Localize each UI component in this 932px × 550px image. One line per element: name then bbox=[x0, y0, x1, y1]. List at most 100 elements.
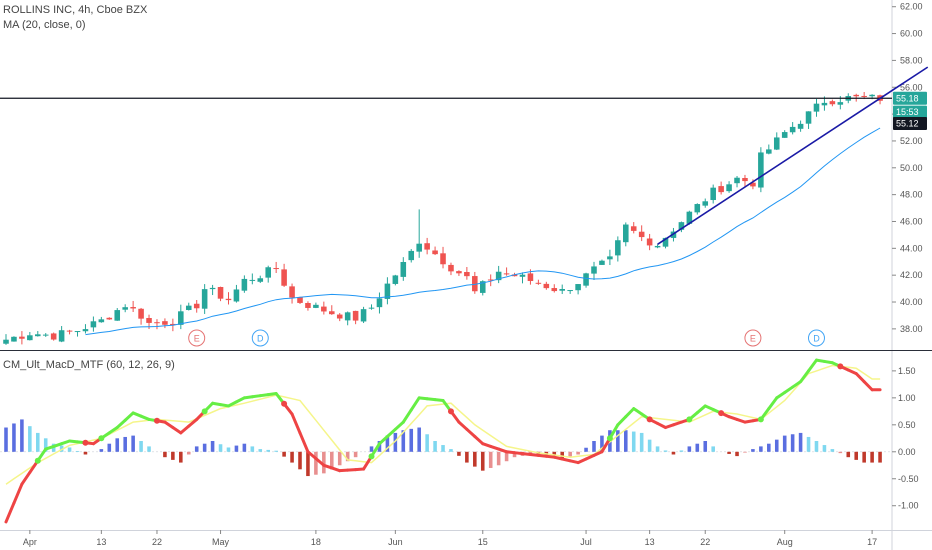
earnings-marker-label: E bbox=[750, 334, 756, 344]
candle-body bbox=[344, 312, 351, 321]
price-tag-label: 15:53 bbox=[896, 107, 919, 117]
macd-segment bbox=[695, 404, 707, 415]
indicator-tick-label: 1.00 bbox=[898, 393, 916, 403]
candle-body bbox=[27, 335, 33, 341]
cross-dot bbox=[201, 408, 208, 415]
candle-body bbox=[654, 245, 661, 248]
macd-segment bbox=[20, 470, 32, 486]
candle-body bbox=[519, 274, 526, 277]
candle-body bbox=[193, 303, 200, 309]
candle-body bbox=[511, 274, 518, 277]
candle-body bbox=[773, 137, 780, 150]
indicator-legend: CM_Ult_MacD_MTF (60, 12, 26, 9) bbox=[3, 358, 175, 373]
price-tick-label: 46.00 bbox=[900, 216, 923, 226]
candle-body bbox=[813, 103, 820, 112]
macd-segment bbox=[791, 380, 803, 389]
macd-line bbox=[4, 358, 882, 524]
indicator-axis: 1.50 1.00 0.50 0.00 -0.50 -1.00 bbox=[892, 366, 919, 511]
macd-segment bbox=[775, 390, 787, 400]
candle-body bbox=[503, 273, 510, 275]
candle-body bbox=[408, 250, 415, 261]
cross-dot bbox=[281, 400, 288, 407]
price-tag-label: 55.18 bbox=[896, 93, 919, 103]
candle-body bbox=[138, 308, 144, 319]
candle-body bbox=[758, 152, 764, 188]
candle-body bbox=[185, 305, 192, 310]
candle-body bbox=[853, 94, 859, 97]
macd-segment bbox=[783, 385, 795, 394]
candle-body bbox=[82, 329, 89, 332]
macd-segment bbox=[187, 417, 199, 428]
candle-body bbox=[726, 184, 732, 192]
candle-body bbox=[3, 339, 9, 344]
macd-segment bbox=[171, 426, 183, 435]
macd-segment bbox=[401, 408, 413, 424]
price-tick-label: 42.00 bbox=[900, 270, 923, 280]
candle-body bbox=[98, 319, 105, 323]
candle-body bbox=[35, 334, 41, 337]
price-tick-label: 48.00 bbox=[900, 190, 923, 200]
candle-body bbox=[225, 298, 232, 301]
candle-body bbox=[543, 283, 550, 289]
time-tick-label: Apr bbox=[23, 537, 37, 547]
time-tick-label: May bbox=[212, 537, 230, 547]
candle-body bbox=[289, 286, 295, 298]
candle-body bbox=[321, 306, 327, 312]
macd-segment bbox=[290, 412, 302, 435]
candle-body bbox=[384, 283, 391, 299]
macd-segment bbox=[179, 424, 191, 435]
candle-body bbox=[249, 279, 256, 281]
candle-body bbox=[487, 279, 494, 281]
cross-dot bbox=[82, 439, 89, 446]
candle-body bbox=[551, 288, 558, 292]
candle-body bbox=[448, 264, 454, 272]
earnings-marker bbox=[188, 329, 206, 347]
macd-segment bbox=[465, 427, 477, 439]
candle-body bbox=[122, 307, 128, 310]
macd-segment bbox=[314, 457, 326, 467]
candle-body bbox=[575, 284, 581, 291]
candle-body bbox=[869, 94, 875, 97]
candle-body bbox=[209, 287, 216, 290]
candle-body bbox=[464, 271, 470, 277]
price-tick-label: 50.00 bbox=[900, 163, 923, 173]
candle-body bbox=[201, 289, 208, 309]
candles bbox=[3, 92, 883, 345]
candle-body bbox=[662, 237, 669, 247]
candle-body bbox=[527, 273, 534, 282]
candle-body bbox=[456, 271, 462, 274]
candle-body bbox=[416, 243, 422, 252]
indicator-tick-label: -0.50 bbox=[898, 474, 919, 484]
macd-segment bbox=[616, 415, 628, 427]
candle-body bbox=[90, 321, 97, 328]
price-tick-label: 44.00 bbox=[900, 243, 923, 253]
time-tick-label: 18 bbox=[311, 537, 321, 547]
candle-body bbox=[58, 330, 65, 342]
macd-segment bbox=[854, 372, 866, 384]
candle-body bbox=[281, 269, 287, 286]
candle-body bbox=[479, 281, 486, 293]
macd-segment bbox=[298, 431, 310, 454]
cross-dots bbox=[34, 363, 844, 464]
cross-dot bbox=[34, 457, 41, 464]
macd-segment bbox=[624, 407, 636, 419]
macd-histogram bbox=[4, 419, 882, 477]
candle-body bbox=[217, 287, 224, 299]
price-tag-box bbox=[893, 116, 927, 130]
dividend-marker-label: D bbox=[257, 334, 264, 344]
macd-segment bbox=[115, 418, 127, 430]
dividend-marker bbox=[807, 329, 825, 347]
candle-body bbox=[583, 273, 589, 286]
time-axis: Apr 13 22 May 18 Jun 15 Jul 13 22 Aug 17 bbox=[23, 530, 877, 547]
main-legend: ROLLINS INC, 4h, Cboe BZX MA (20, close,… bbox=[3, 3, 147, 33]
candle-body bbox=[432, 250, 438, 255]
candle-body bbox=[130, 307, 136, 309]
candle-body bbox=[630, 226, 637, 231]
time-tick-label: Jul bbox=[580, 537, 592, 547]
candle-body bbox=[821, 102, 828, 106]
candle-body bbox=[376, 298, 383, 308]
price-axis: 62.0060.0058.0056.0054.0052.0050.0048.00… bbox=[892, 2, 923, 334]
candle-body bbox=[368, 307, 375, 309]
